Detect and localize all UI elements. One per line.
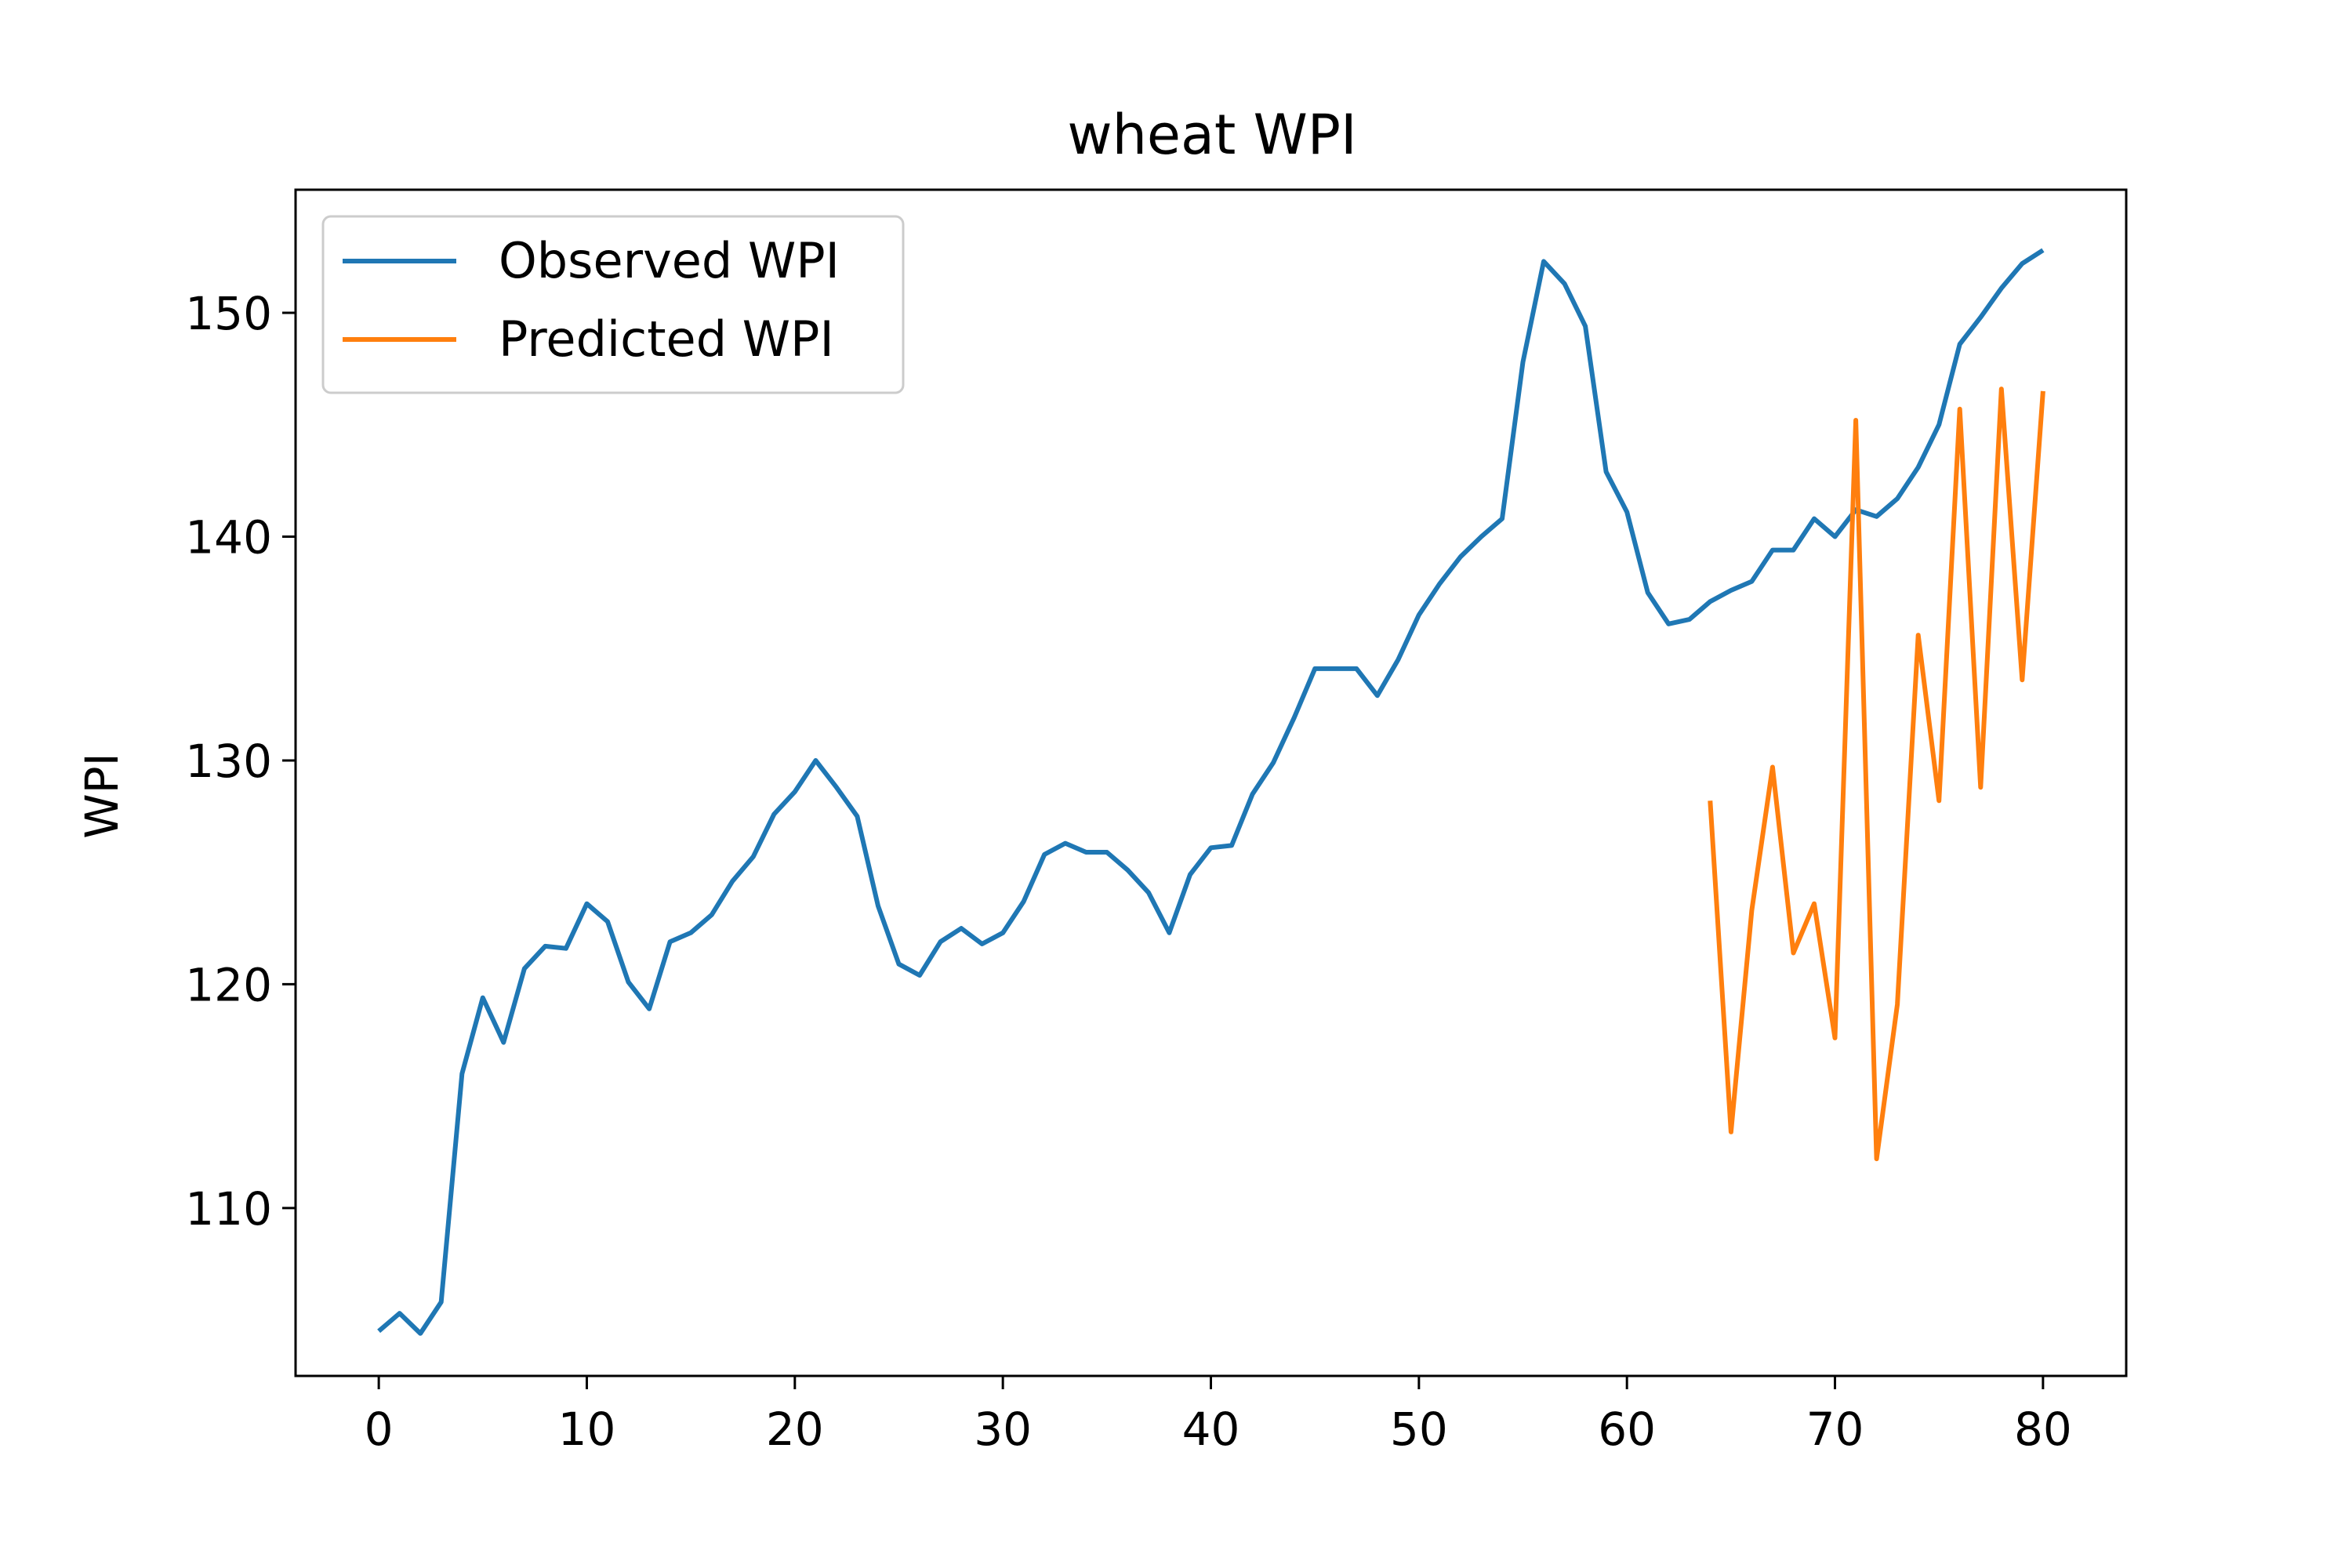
y-tick-label: 150	[185, 287, 272, 340]
y-tick-label: 140	[185, 510, 272, 564]
y-axis-label: WPI	[75, 753, 129, 838]
x-axis-ticks: 0 10 20 30 40 50 60 70 80	[365, 1376, 2072, 1456]
x-tick-label: 0	[365, 1403, 394, 1456]
y-tick-label: 120	[185, 958, 272, 1011]
legend-label-predicted: Predicted WPI	[499, 310, 834, 368]
y-tick-label: 110	[185, 1182, 272, 1236]
x-tick-label: 60	[1598, 1403, 1656, 1456]
x-tick-label: 10	[558, 1403, 616, 1456]
x-tick-label: 30	[974, 1403, 1032, 1456]
x-tick-label: 40	[1182, 1403, 1240, 1456]
series-layer	[377, 248, 2045, 1336]
legend: Observed WPI Predicted WPI	[321, 215, 905, 394]
x-tick-label: 50	[1390, 1403, 1448, 1456]
chart-title: wheat WPI	[1067, 103, 1356, 167]
x-tick-label: 70	[1806, 1403, 1864, 1456]
legend-box	[321, 215, 905, 394]
series-line-predicted	[1708, 387, 2045, 1162]
y-tick-label: 130	[185, 735, 272, 788]
series-line-observed	[377, 248, 2045, 1336]
x-tick-label: 80	[2014, 1403, 2072, 1456]
x-tick-label: 20	[766, 1403, 824, 1456]
legend-label-observed: Observed WPI	[499, 232, 840, 289]
y-axis-ticks: 110 120 130 140 150	[185, 287, 296, 1236]
